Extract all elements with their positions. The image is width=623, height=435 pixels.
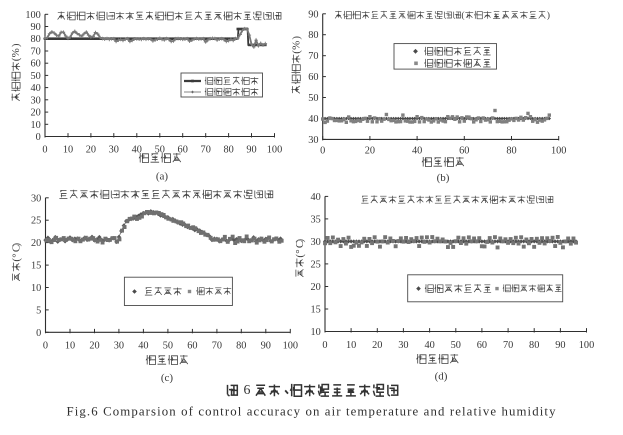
svg-text:15: 15 bbox=[31, 261, 41, 272]
svg-text:80: 80 bbox=[236, 340, 246, 351]
svg-text:70: 70 bbox=[503, 340, 513, 351]
svg-text:60: 60 bbox=[187, 340, 197, 351]
svg-text:40: 40 bbox=[308, 114, 318, 125]
svg-text:50: 50 bbox=[163, 340, 173, 351]
svg-text:0: 0 bbox=[320, 146, 325, 157]
svg-text:50: 50 bbox=[308, 93, 318, 104]
svg-text:80: 80 bbox=[31, 34, 41, 45]
svg-text:10: 10 bbox=[65, 340, 75, 351]
svg-text:20: 20 bbox=[89, 340, 99, 351]
svg-text:20: 20 bbox=[365, 146, 375, 157]
svg-text:%: % bbox=[290, 41, 302, 50]
svg-text:0: 0 bbox=[36, 328, 41, 339]
svg-text:20: 20 bbox=[31, 238, 41, 249]
svg-text:°: ° bbox=[294, 249, 306, 253]
svg-text:(c): (c) bbox=[161, 372, 174, 384]
svg-text:0: 0 bbox=[43, 340, 48, 351]
svg-text:): ) bbox=[290, 36, 302, 40]
svg-text:50: 50 bbox=[31, 71, 41, 82]
svg-text:40: 40 bbox=[311, 192, 321, 203]
svg-text:(d): (d) bbox=[435, 371, 448, 383]
svg-text:0: 0 bbox=[36, 132, 41, 143]
svg-text:35: 35 bbox=[311, 214, 321, 225]
svg-text:(: ( bbox=[290, 50, 302, 54]
svg-text:60: 60 bbox=[178, 144, 188, 155]
svg-text:90: 90 bbox=[261, 340, 271, 351]
svg-text:50: 50 bbox=[451, 340, 461, 351]
svg-text:90: 90 bbox=[246, 144, 256, 155]
svg-text:30: 30 bbox=[114, 340, 124, 351]
svg-text:50: 50 bbox=[155, 144, 165, 155]
svg-text:30: 30 bbox=[31, 193, 41, 204]
svg-text:20: 20 bbox=[31, 108, 41, 119]
svg-text:80: 80 bbox=[308, 30, 318, 41]
svg-text:60: 60 bbox=[477, 340, 487, 351]
svg-text:30: 30 bbox=[31, 95, 41, 106]
svg-text:60: 60 bbox=[308, 72, 318, 83]
svg-text:60: 60 bbox=[459, 146, 469, 157]
svg-text:20: 20 bbox=[86, 144, 96, 155]
svg-text:90: 90 bbox=[308, 9, 318, 20]
svg-text:25: 25 bbox=[31, 216, 41, 227]
svg-text:C: C bbox=[294, 241, 306, 248]
svg-text:(: ( bbox=[461, 10, 464, 21]
svg-text:40: 40 bbox=[412, 146, 422, 157]
svg-text:): ) bbox=[547, 10, 550, 21]
svg-text:100: 100 bbox=[283, 340, 298, 351]
svg-text:90: 90 bbox=[31, 22, 41, 33]
svg-text:70: 70 bbox=[308, 51, 318, 62]
svg-text:Fig.6 Comparsion of control: Fig.6 Comparsion of control accuracy on … bbox=[67, 405, 557, 419]
svg-text:80: 80 bbox=[506, 146, 516, 157]
svg-text:60: 60 bbox=[31, 59, 41, 70]
svg-text:40: 40 bbox=[138, 340, 148, 351]
svg-text:40: 40 bbox=[31, 83, 41, 94]
svg-text:100: 100 bbox=[579, 340, 594, 351]
svg-text:5: 5 bbox=[36, 305, 41, 316]
svg-text:40: 40 bbox=[424, 340, 434, 351]
svg-text:30: 30 bbox=[398, 340, 408, 351]
svg-text:70: 70 bbox=[201, 144, 211, 155]
svg-text:10: 10 bbox=[31, 120, 41, 131]
svg-text:%: % bbox=[10, 48, 22, 57]
svg-text:(: ( bbox=[294, 254, 306, 258]
svg-text:30: 30 bbox=[311, 237, 321, 248]
svg-text:90: 90 bbox=[555, 340, 565, 351]
svg-text:100: 100 bbox=[267, 144, 282, 155]
svg-text:10: 10 bbox=[346, 340, 356, 351]
svg-text:25: 25 bbox=[311, 259, 321, 270]
svg-text:°: ° bbox=[10, 253, 22, 257]
svg-text:): ) bbox=[10, 43, 22, 47]
svg-text:30: 30 bbox=[109, 144, 119, 155]
svg-text:C: C bbox=[10, 245, 22, 252]
svg-text:(a): (a) bbox=[156, 170, 169, 182]
svg-text:40: 40 bbox=[132, 144, 142, 155]
svg-text:(b): (b) bbox=[437, 172, 450, 184]
svg-text:10: 10 bbox=[311, 327, 321, 338]
svg-text:20: 20 bbox=[311, 282, 321, 293]
svg-text:100: 100 bbox=[551, 146, 566, 157]
svg-text:6: 6 bbox=[244, 383, 251, 398]
svg-text:30: 30 bbox=[308, 135, 318, 146]
svg-text:10: 10 bbox=[31, 283, 41, 294]
svg-text:(: ( bbox=[10, 57, 22, 61]
svg-text:10: 10 bbox=[63, 144, 73, 155]
svg-text:(: ( bbox=[10, 258, 22, 262]
svg-text:0: 0 bbox=[322, 340, 327, 351]
svg-text:70: 70 bbox=[212, 340, 222, 351]
svg-text:100: 100 bbox=[25, 10, 40, 21]
svg-text:): ) bbox=[294, 239, 306, 243]
svg-text:70: 70 bbox=[31, 47, 41, 58]
svg-text:15: 15 bbox=[311, 305, 321, 316]
svg-text:80: 80 bbox=[223, 144, 233, 155]
svg-text:80: 80 bbox=[529, 340, 539, 351]
svg-text:20: 20 bbox=[372, 340, 382, 351]
svg-text:0: 0 bbox=[42, 144, 47, 155]
svg-text:): ) bbox=[10, 243, 22, 247]
